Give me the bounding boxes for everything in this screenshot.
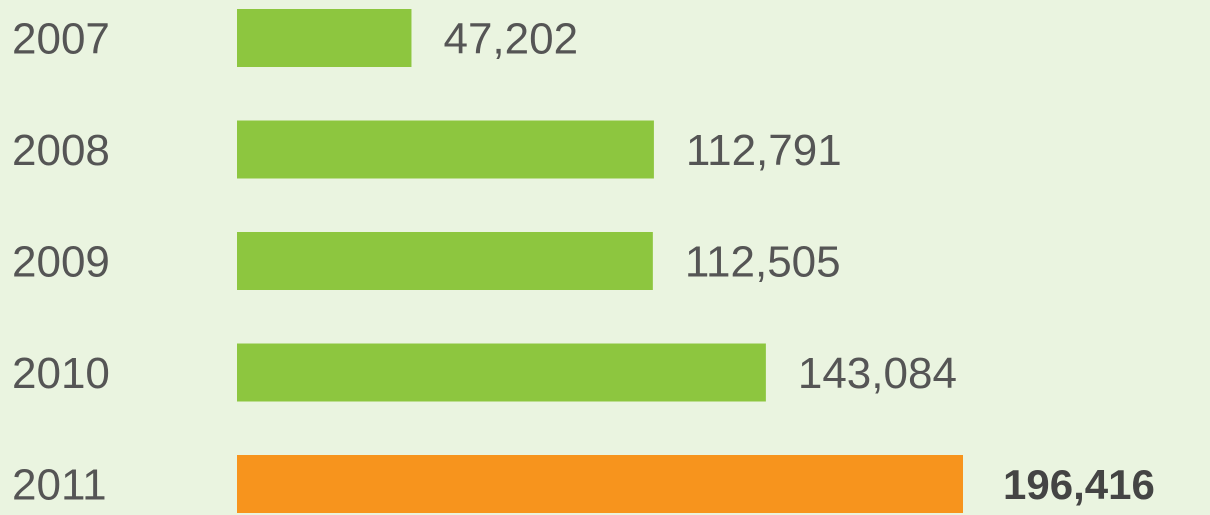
bar — [237, 120, 654, 179]
value-label: 112,505 — [685, 238, 841, 287]
category-label: 2010 — [12, 349, 110, 398]
value-label: 47,202 — [443, 15, 578, 64]
category-label: 2011 — [12, 461, 107, 510]
value-label: 143,084 — [798, 349, 957, 398]
category-label: 2008 — [12, 126, 110, 175]
bar — [237, 455, 963, 513]
category-label: 2007 — [12, 15, 110, 64]
value-label: 112,791 — [686, 126, 842, 175]
value-label: 196,416 — [1003, 461, 1155, 508]
category-label: 2009 — [12, 238, 110, 287]
bar — [237, 232, 653, 290]
bar — [237, 9, 412, 67]
bar — [237, 343, 766, 402]
